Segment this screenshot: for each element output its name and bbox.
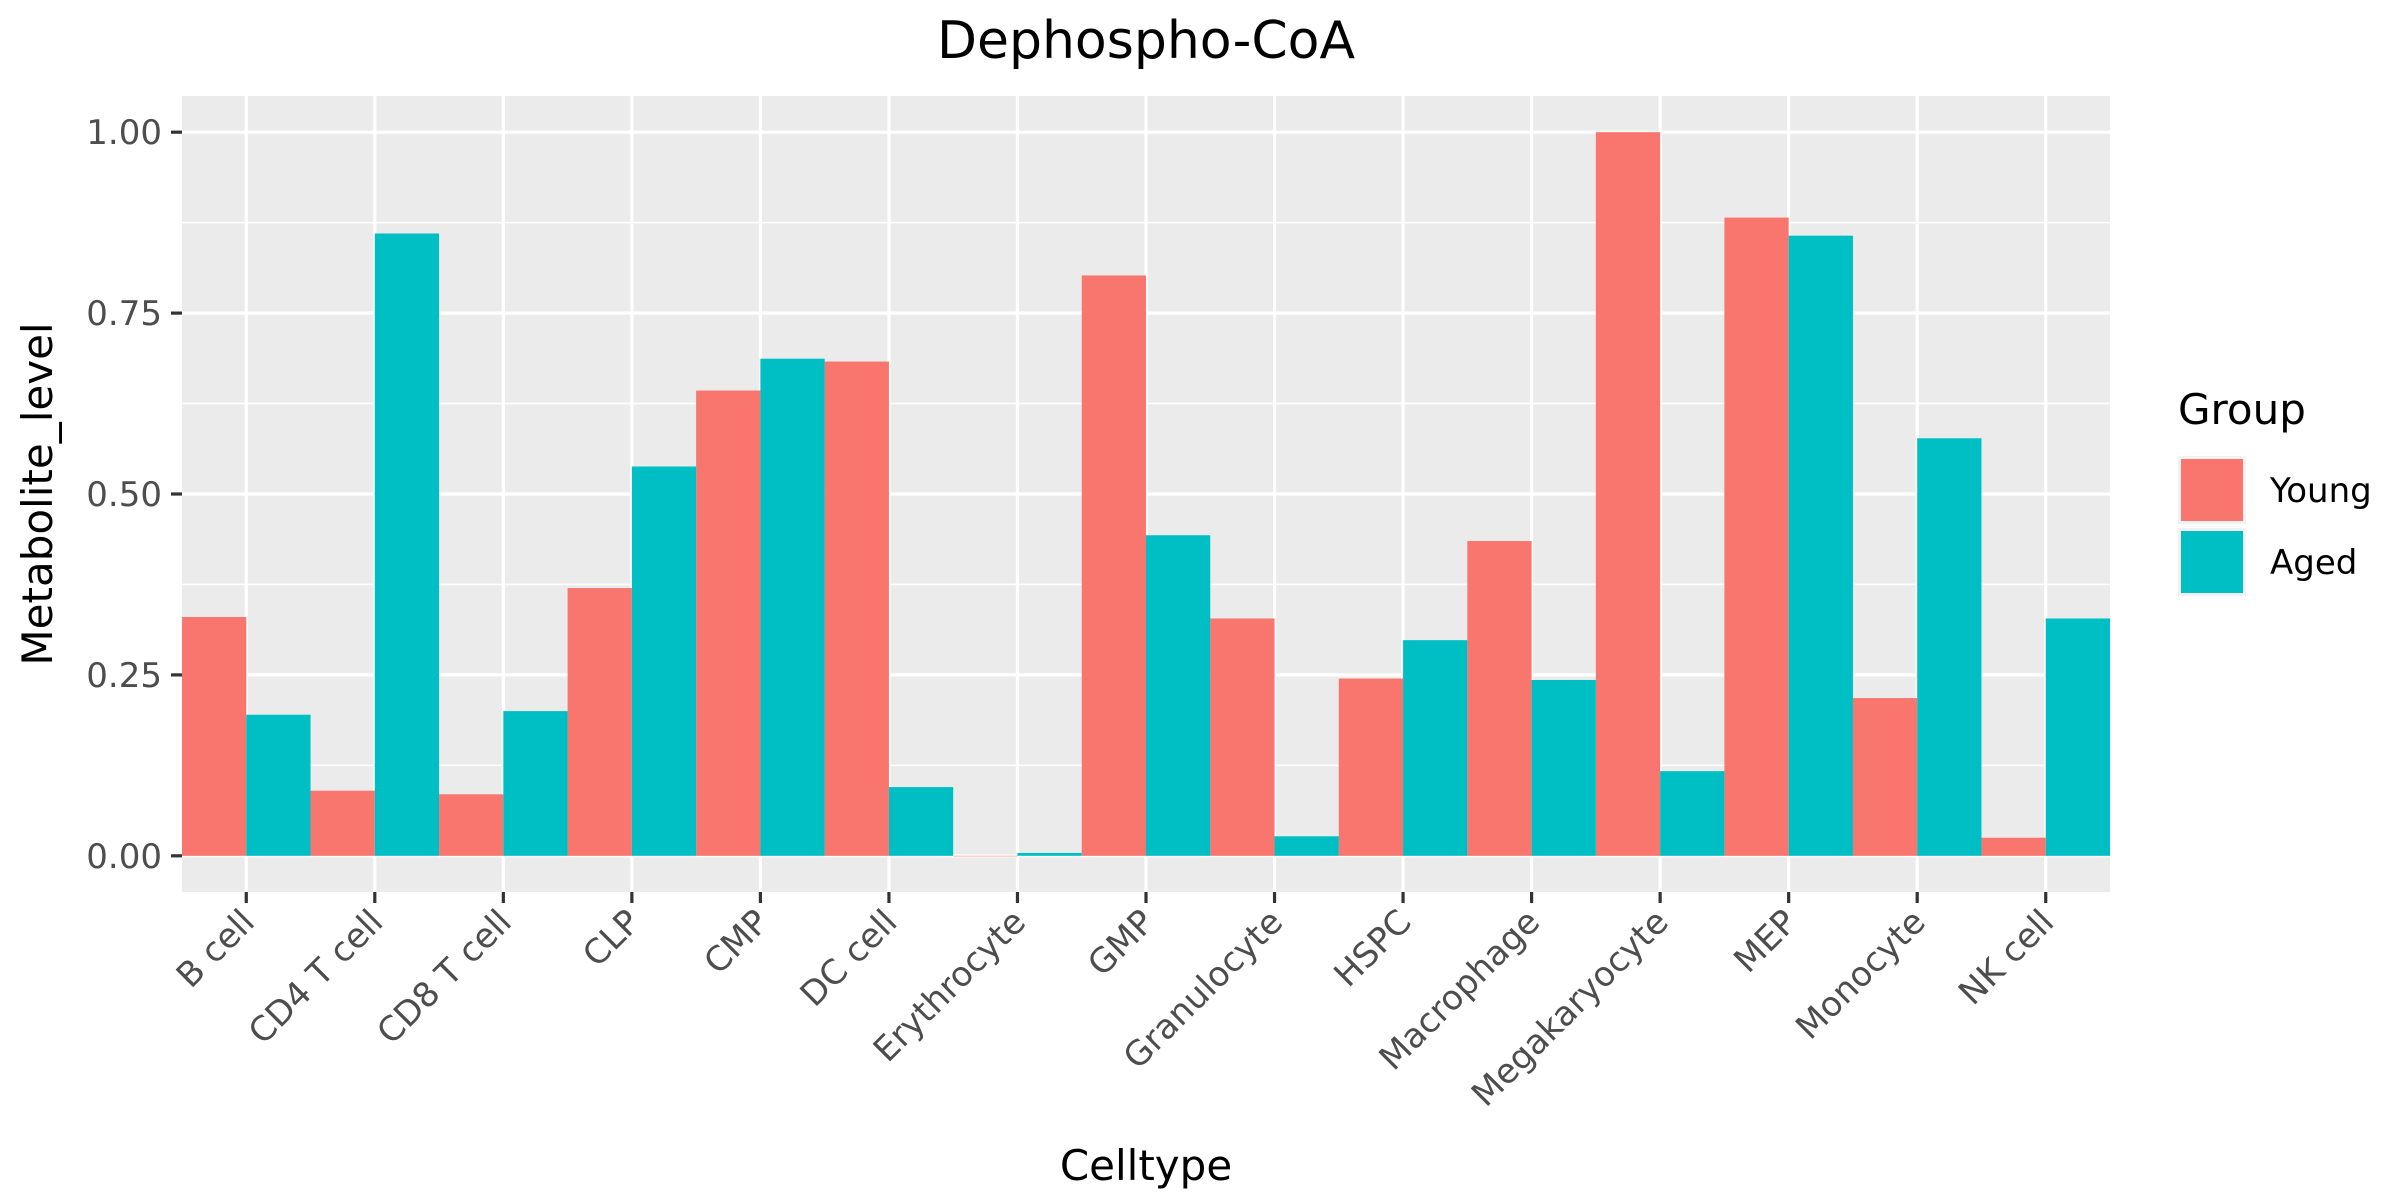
bar-aged-cd8-t-cell <box>503 711 568 856</box>
legend-label-young: Young <box>2269 471 2372 511</box>
bar-aged-monocyte <box>1917 438 1982 856</box>
y-tick-label: 0.25 <box>86 656 162 696</box>
bar-aged-b-cell <box>246 714 311 856</box>
legend-key-young <box>2181 459 2243 521</box>
y-tick-label: 0.00 <box>86 837 162 877</box>
x-axis-title: Celltype <box>1060 1141 1232 1190</box>
bar-aged-mep <box>1788 235 1853 856</box>
legend: Group Young Aged <box>2178 385 2372 596</box>
bar-young-b-cell <box>182 617 247 856</box>
bar-young-hspc <box>1338 678 1404 856</box>
bar-aged-hspc <box>1403 640 1468 856</box>
chart-title: Dephospho-CoA <box>937 11 1356 71</box>
bar-young-clp <box>567 588 632 856</box>
bar-young-erythrocyte <box>953 855 1018 857</box>
bar-young-monocyte <box>1852 698 1918 856</box>
bar-young-cmp <box>696 390 761 856</box>
y-tick-label: 0.75 <box>86 294 162 334</box>
bar-young-megakaryocyte <box>1595 132 1661 856</box>
bar-aged-dc-cell <box>888 787 954 856</box>
bar-aged-cd4-t-cell <box>374 233 440 856</box>
bar-aged-cmp <box>760 358 825 856</box>
bar-young-granulocyte <box>1210 618 1275 856</box>
bar-aged-macrophage <box>1531 679 1596 856</box>
bar-young-cd4-t-cell <box>310 790 375 856</box>
y-axis-title: Metabolite_level <box>13 322 62 665</box>
y-tick-label: 1.00 <box>86 113 162 153</box>
legend-label-aged: Aged <box>2270 543 2357 583</box>
bar-aged-megakaryocyte <box>1660 771 1725 856</box>
bars <box>182 132 2110 857</box>
bar-aged-gmp <box>1146 535 1211 856</box>
y-tick-label: 0.50 <box>86 475 162 515</box>
bar-aged-nk-cell <box>2045 618 2110 856</box>
bar-young-mep <box>1724 217 1789 856</box>
y-axis: 0.00 0.25 0.50 0.75 1.00 <box>86 113 182 877</box>
legend-title: Group <box>2178 385 2306 434</box>
bar-aged-clp <box>631 466 697 856</box>
bar-young-nk-cell <box>1981 837 2046 856</box>
bar-young-dc-cell <box>824 361 889 856</box>
bar-young-macrophage <box>1467 541 1532 856</box>
bar-aged-erythrocyte <box>1017 852 1082 856</box>
bar-aged-granulocyte <box>1274 836 1339 856</box>
bar-young-gmp <box>1081 275 1146 856</box>
legend-key-aged <box>2181 531 2243 593</box>
bar-young-cd8-t-cell <box>439 794 504 856</box>
